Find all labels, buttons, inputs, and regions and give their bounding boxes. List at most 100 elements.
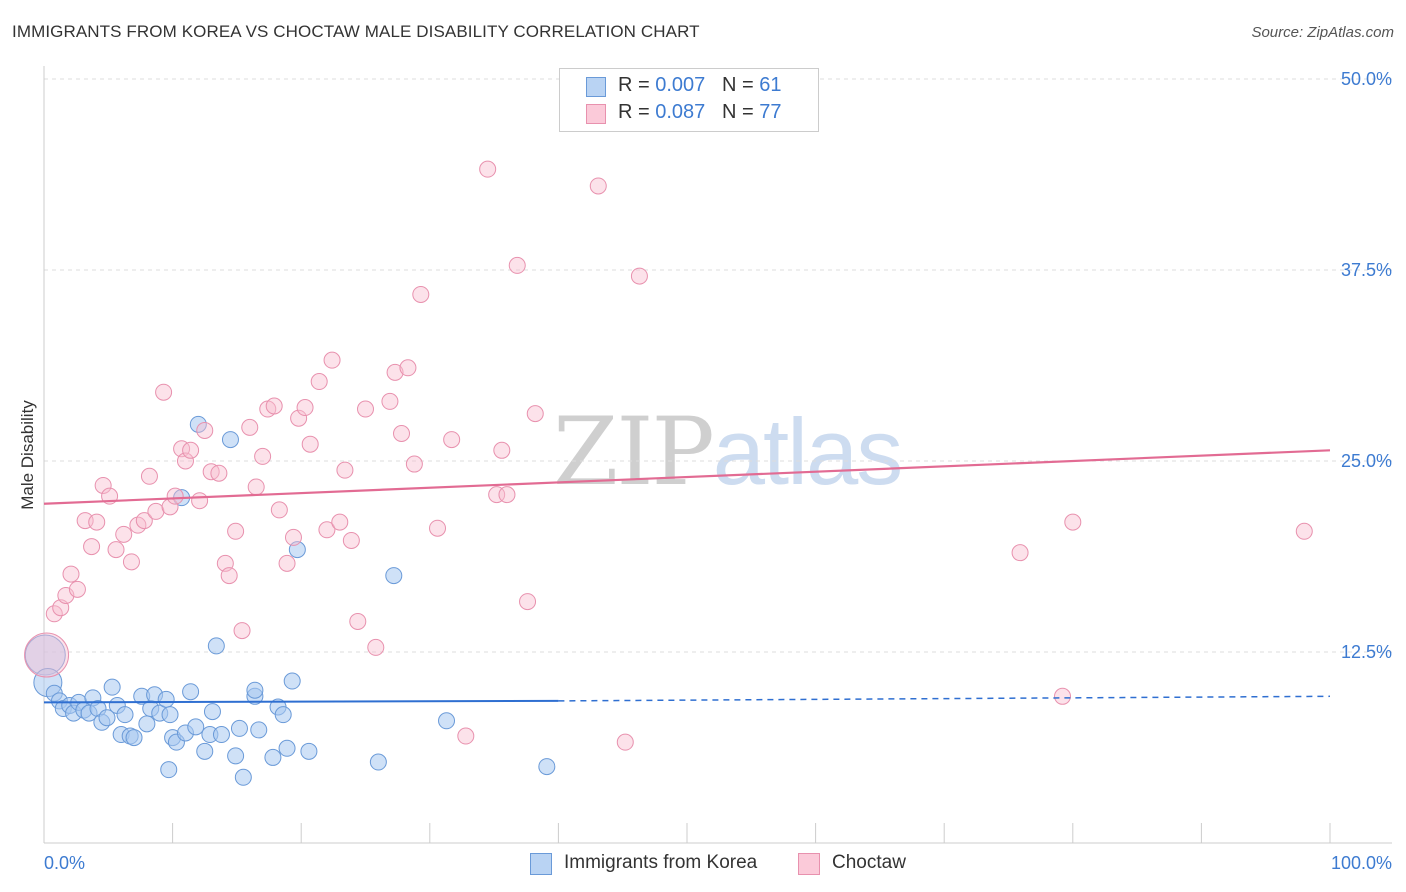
legend-n-label: N = [721, 101, 754, 123]
korea-point [182, 683, 200, 701]
correlation-legend: R = 0.007 N = 61 R = 0.087 N = 77 [559, 68, 819, 132]
korea-point [212, 726, 230, 744]
choctaw-point [367, 638, 385, 656]
choctaw-point [508, 256, 526, 274]
choctaw-point [457, 727, 475, 745]
choctaw-point [62, 565, 80, 583]
y-tick-label: 25.0% [1341, 451, 1392, 471]
choctaw-point [393, 424, 411, 442]
tick-labels: 12.5% 25.0% 37.5% 50.0% 0.0% 100.0% [44, 69, 1392, 873]
choctaw-point [443, 431, 461, 449]
choctaw-point [233, 622, 251, 640]
legend-n-label: N = [721, 74, 754, 96]
korea-point [203, 703, 221, 721]
choctaw-point [296, 399, 314, 417]
choctaw-point [310, 373, 328, 391]
choctaw-point [290, 409, 308, 427]
bottom-legend-choctaw[interactable]: Choctaw [798, 850, 928, 878]
choctaw-point [45, 605, 63, 623]
x-tick-label-max: 100.0% [1331, 853, 1392, 873]
choctaw-point [630, 267, 648, 285]
choctaw-point [399, 359, 417, 377]
choctaw-point [318, 521, 336, 539]
choctaw-point [210, 464, 228, 482]
choctaw-point [357, 400, 374, 418]
choctaw-points [24, 160, 1313, 751]
choctaw-point [1064, 513, 1082, 531]
korea-point [385, 567, 403, 585]
korea-point [234, 768, 252, 786]
source-label: Source: ZipAtlas.com [1251, 24, 1394, 41]
bottom-legend-label-korea: Immigrants from Korea [564, 852, 758, 873]
watermark: ZIPatlas [553, 398, 903, 507]
korea-point [369, 753, 387, 771]
choctaw-point [270, 501, 288, 519]
choctaw-point [140, 467, 158, 485]
korea-point [264, 748, 282, 766]
axes-layer [43, 66, 1392, 844]
y-tick-label: 12.5% [1341, 642, 1392, 662]
korea-point [230, 719, 248, 737]
legend-r-value: 0.087 [655, 101, 706, 123]
bottom-legend-korea[interactable]: Immigrants from Korea [530, 850, 780, 878]
y-tick-label: 37.5% [1341, 260, 1392, 280]
korea-point [227, 747, 245, 765]
choctaw-point [265, 397, 283, 415]
korea-point [283, 672, 301, 690]
korea-point [103, 678, 121, 696]
choctaw-point [147, 502, 165, 520]
korea-point [98, 709, 116, 727]
choctaw-point [278, 554, 296, 572]
choctaw-point [220, 567, 238, 585]
choctaw-point [115, 525, 133, 543]
choctaw-point [323, 351, 341, 369]
legend-swatch-korea [586, 77, 606, 97]
choctaw-point [94, 476, 112, 494]
korea-point [157, 690, 175, 708]
legend-r-value: 0.007 [655, 74, 706, 96]
choctaw-point [589, 177, 607, 195]
choctaw-point [301, 435, 319, 453]
choctaw-point [155, 383, 173, 401]
choctaw-point [24, 632, 70, 678]
choctaw-point [331, 513, 349, 531]
choctaw-point [68, 580, 86, 598]
legend-n-value: 77 [759, 101, 782, 123]
choctaw-point [616, 733, 634, 751]
korea-point [438, 712, 456, 730]
korea-point [278, 739, 296, 757]
watermark-zip: ZIP [553, 398, 715, 507]
korea-points [24, 415, 556, 786]
korea-point [207, 637, 225, 655]
choctaw-point [122, 553, 140, 571]
x-tick-label-min: 0.0% [44, 853, 85, 873]
choctaw-point [498, 486, 516, 504]
choctaw-point [83, 538, 101, 556]
korea-point [138, 715, 156, 733]
choctaw-point [488, 486, 506, 504]
choctaw-point [336, 461, 354, 479]
choctaw-point [1054, 687, 1072, 705]
korea-point [250, 721, 268, 739]
choctaw-point [191, 492, 209, 510]
legend-swatch-choctaw [586, 104, 606, 124]
choctaw-point [196, 421, 214, 439]
choctaw-point [254, 447, 272, 465]
choctaw-point [405, 455, 423, 473]
legend-text-choctaw: R = 0.087 N = 77 [618, 101, 781, 124]
korea-point [189, 415, 207, 433]
trend-lines [43, 449, 1331, 704]
legend-r-label: R = [618, 101, 650, 123]
choctaw-point [135, 512, 153, 530]
korea-point [187, 718, 205, 736]
choctaw-point [519, 593, 537, 611]
choctaw-point [412, 285, 430, 303]
choctaw-point [526, 405, 544, 423]
choctaw-point [241, 418, 259, 436]
korea-point [274, 706, 292, 724]
legend-r-label: R = [618, 74, 650, 96]
korea-point [116, 706, 134, 724]
y-tick-label: 50.0% [1341, 69, 1392, 89]
choctaw-point [107, 541, 125, 559]
